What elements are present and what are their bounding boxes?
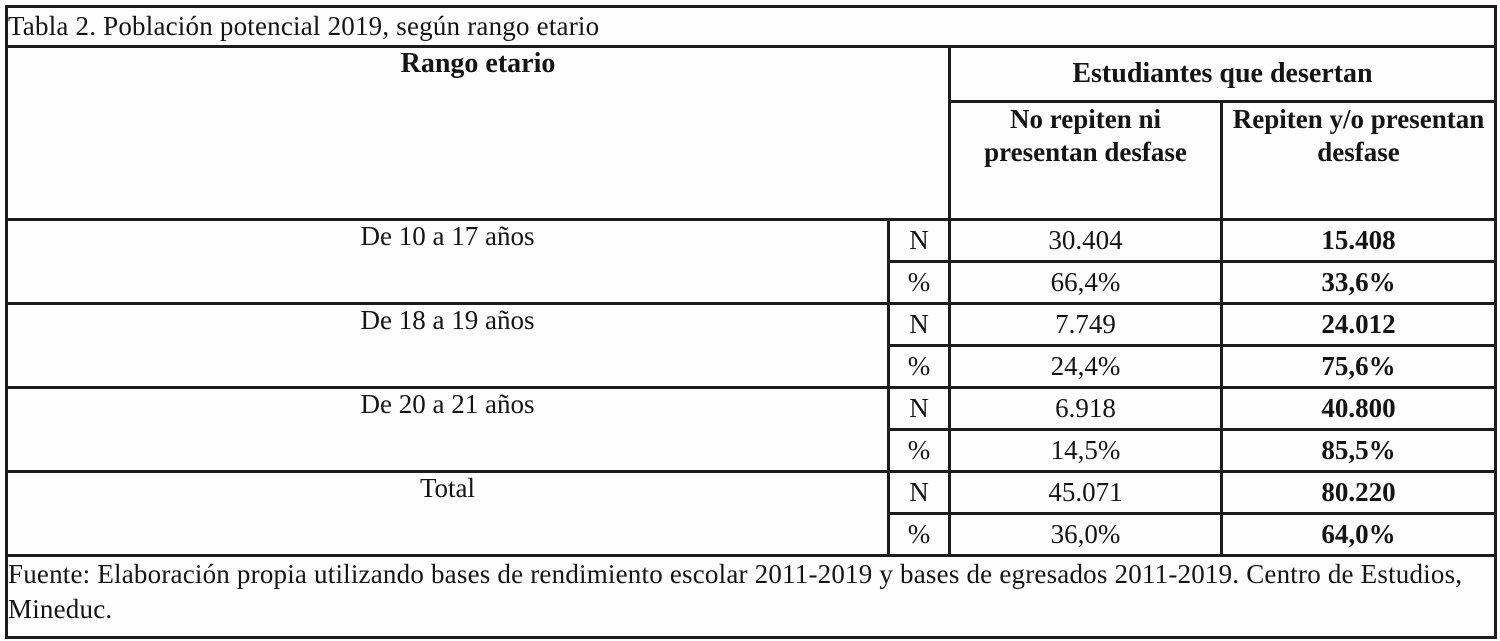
value-n-no-repiten: 30.404 xyxy=(948,218,1223,263)
value-n-no-repiten: 45.071 xyxy=(948,470,1223,515)
header-rango-etario: Rango etario xyxy=(5,45,951,221)
age-range-label: De 18 a 19 años xyxy=(5,302,890,389)
poblacion-potencial-table: Tabla 2. Población potencial 2019, según… xyxy=(5,5,1497,639)
table-footer-row: Fuente: Elaboración propia utilizando ba… xyxy=(5,554,1497,639)
age-range-label: De 20 a 21 años xyxy=(5,386,890,473)
value-n-no-repiten: 7.749 xyxy=(948,302,1223,347)
header-estudiantes-desertan: Estudiantes que desertan xyxy=(948,45,1497,103)
value-n-repiten: 40.800 xyxy=(1220,386,1497,431)
total-label: Total xyxy=(5,470,890,557)
value-pct-repiten: 33,6% xyxy=(1220,260,1497,305)
table-row: De 10 a 17 años N 30.404 15.408 xyxy=(5,218,1497,305)
table-header-row-sub: No repiten ni presentan desfase Repiten … xyxy=(7,100,1497,221)
value-n-no-repiten: 6.918 xyxy=(948,386,1223,431)
metric-pct-label: % xyxy=(887,344,951,389)
header-repiten: Repiten y/o presentan desfase xyxy=(1220,100,1497,221)
table-row: % 14,5% 85,5% xyxy=(7,428,1497,473)
metric-n-label: N xyxy=(887,218,951,263)
value-pct-repiten: 75,6% xyxy=(1220,344,1497,389)
table-row: % 66,4% 33,6% xyxy=(7,260,1497,305)
value-n-repiten: 15.408 xyxy=(1220,218,1497,263)
metric-pct-label: % xyxy=(887,512,951,557)
table-row: De 20 a 21 años N 6.918 40.800 xyxy=(5,386,1497,473)
table-row-total: Total N 45.071 80.220 xyxy=(5,470,1497,557)
value-pct-no-repiten: 24,4% xyxy=(948,344,1223,389)
value-pct-repiten: 85,5% xyxy=(1220,428,1497,473)
value-n-repiten: 24.012 xyxy=(1220,302,1497,347)
metric-n-label: N xyxy=(887,470,951,515)
metric-n-label: N xyxy=(887,386,951,431)
table-source-note: Fuente: Elaboración propia utilizando ba… xyxy=(5,554,1497,639)
table-title-row: Tabla 2. Población potencial 2019, según… xyxy=(5,5,1497,48)
header-no-repiten: No repiten ni presentan desfase xyxy=(948,100,1223,221)
metric-n-label: N xyxy=(887,302,951,347)
table-title: Tabla 2. Población potencial 2019, según… xyxy=(5,5,1497,48)
table-header-row-top: Rango etario Estudiantes que desertan xyxy=(5,45,1497,221)
metric-pct-label: % xyxy=(887,428,951,473)
value-pct-no-repiten: 66,4% xyxy=(948,260,1223,305)
table-row: De 18 a 19 años N 7.749 24.012 xyxy=(5,302,1497,389)
value-pct-repiten: 64,0% xyxy=(1220,512,1497,557)
age-range-label: De 10 a 17 años xyxy=(5,218,890,305)
value-n-repiten: 80.220 xyxy=(1220,470,1497,515)
value-pct-no-repiten: 14,5% xyxy=(948,428,1223,473)
table-row: % 24,4% 75,6% xyxy=(7,344,1497,389)
table-row-total: % 36,0% 64,0% xyxy=(7,512,1497,557)
value-pct-no-repiten: 36,0% xyxy=(948,512,1223,557)
metric-pct-label: % xyxy=(887,260,951,305)
